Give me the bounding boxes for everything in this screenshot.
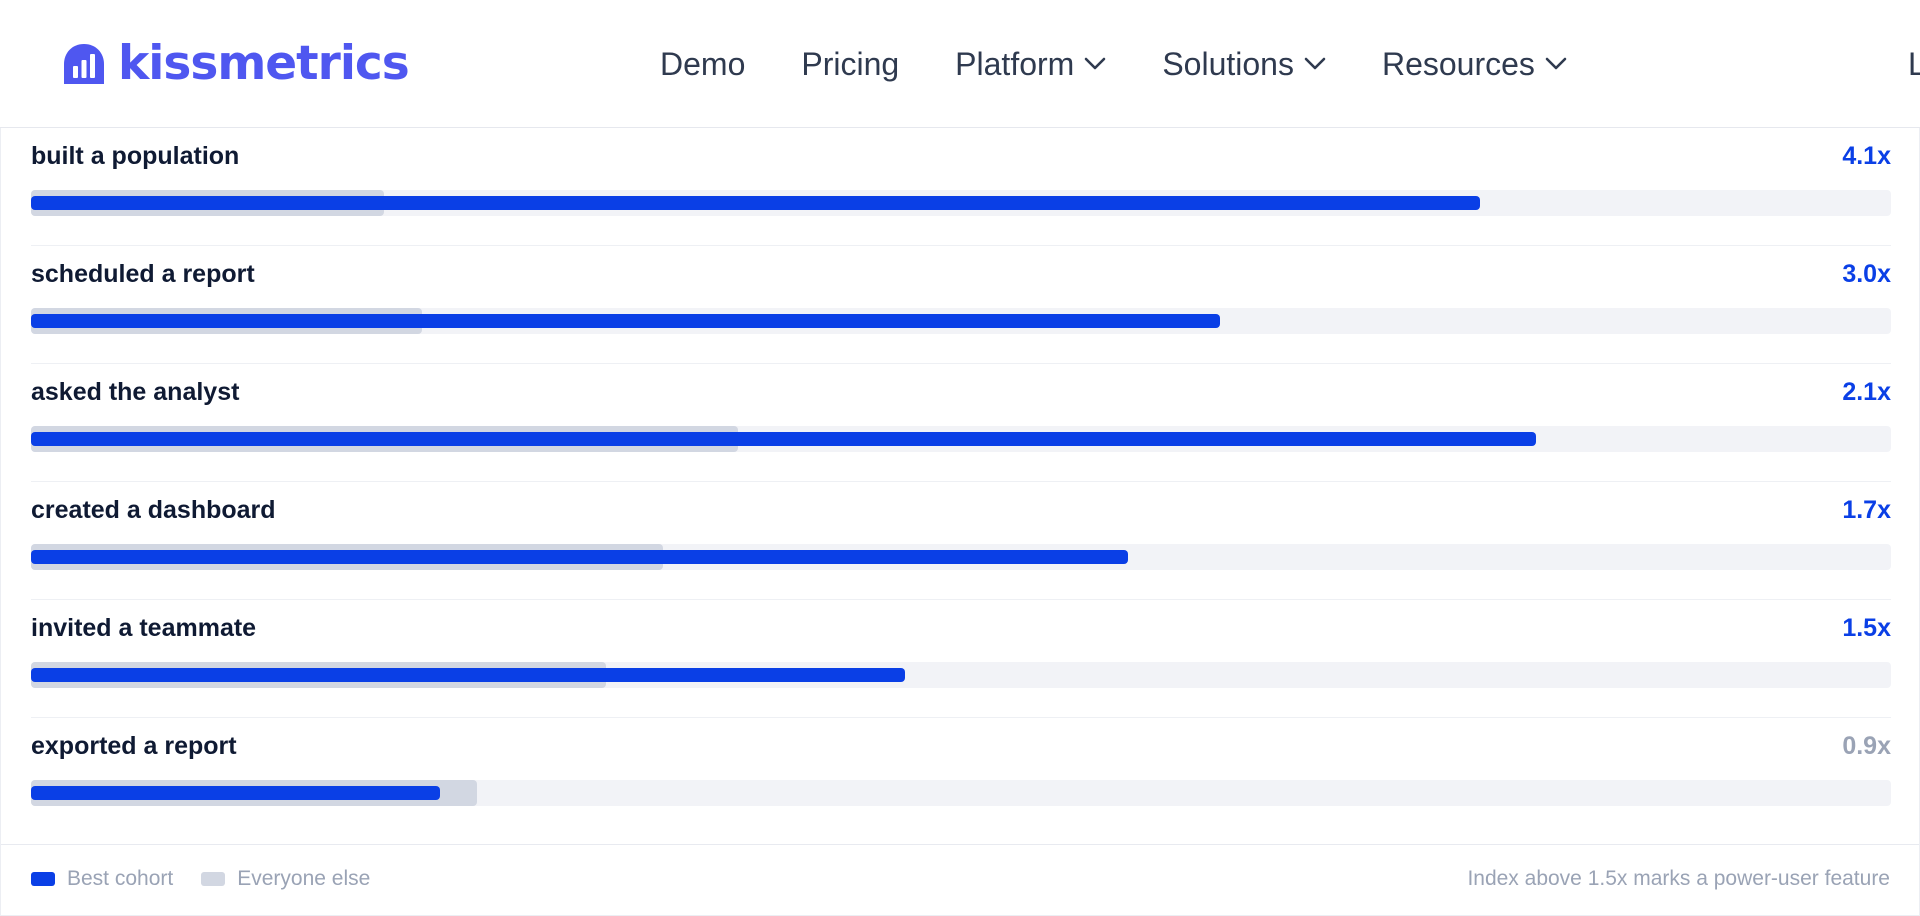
best-cohort-bar — [31, 314, 1220, 328]
feature-index-value: 1.5x — [1842, 614, 1891, 642]
feature-index-value: 1.7x — [1842, 496, 1891, 524]
feature-label: built a population — [31, 142, 240, 170]
card-footer: Best cohort Everyone else Index above 1.… — [1, 844, 1919, 914]
feature-label: asked the analyst — [31, 378, 240, 406]
legend-best-label: Best cohort — [67, 867, 174, 890]
nav-demo[interactable]: Demo — [660, 46, 745, 83]
legend: Best cohort Everyone else — [31, 867, 398, 891]
feature-index-value: 4.1x — [1842, 142, 1891, 170]
kissmetrics-logo[interactable]: kissmetrics — [62, 36, 410, 91]
site-header: kissmetrics Demo Pricing Platform Soluti… — [0, 0, 1920, 128]
legend-best-cohort: Best cohort — [31, 867, 173, 891]
logo-wordmark: kissmetrics — [118, 36, 410, 91]
feature-bar-track — [31, 544, 1891, 570]
best-cohort-bar — [31, 432, 1536, 446]
feature-bar-track — [31, 426, 1891, 452]
feature-row: exported a report 0.9x — [31, 718, 1891, 836]
feature-index-card: built a population 4.1x scheduled a report… — [0, 128, 1920, 916]
feature-row: scheduled a report 3.0x — [31, 246, 1891, 364]
nav-demo-label: Demo — [660, 45, 746, 82]
feature-bar-track — [31, 308, 1891, 334]
nav-pricing[interactable]: Pricing — [801, 46, 899, 83]
best-cohort-bar — [31, 668, 905, 682]
chevron-down-icon — [1085, 57, 1106, 70]
legend-best-swatch — [31, 872, 55, 886]
nav-solutions-label: Solutions — [1162, 45, 1294, 82]
nav-solutions[interactable]: Solutions — [1162, 46, 1326, 83]
feature-row: built a population 4.1x — [31, 128, 1891, 246]
best-cohort-bar — [31, 196, 1480, 210]
feature-bar-track — [31, 190, 1891, 216]
feature-index-value: 2.1x — [1842, 378, 1891, 406]
feature-bar-track — [31, 780, 1891, 806]
nav-platform-label: Platform — [955, 45, 1075, 82]
nav-resources[interactable]: Resources — [1382, 46, 1567, 83]
legend-else-label: Everyone else — [237, 867, 371, 890]
power-user-note: Index above 1.5x marks a power-user feat… — [1467, 867, 1890, 890]
bar-chart-logo-icon — [64, 44, 104, 84]
feature-row: asked the analyst 2.1x — [31, 364, 1891, 482]
chevron-down-icon — [1304, 57, 1326, 70]
best-cohort-bar — [31, 550, 1128, 564]
feature-index-value: 3.0x — [1842, 260, 1891, 288]
nav-pricing-label: Pricing — [801, 45, 900, 82]
feature-label: scheduled a report — [31, 260, 255, 288]
nav-platform[interactable]: Platform — [955, 46, 1106, 83]
feature-rows: built a population 4.1x scheduled a report… — [31, 128, 1891, 836]
feature-label: created a dashboard — [31, 496, 276, 524]
best-cohort-bar — [31, 786, 440, 800]
nav-cut-off-item[interactable]: L — [1908, 46, 1920, 82]
legend-everyone-else: Everyone else — [201, 867, 370, 891]
feature-label: invited a teammate — [31, 614, 257, 642]
nav-resources-label: Resources — [1381, 45, 1535, 82]
main-nav: Demo Pricing Platform Solutions Resource… — [660, 40, 1623, 88]
chevron-down-icon — [1545, 57, 1567, 70]
feature-row: invited a teammate 1.5x — [31, 600, 1891, 718]
legend-else-swatch — [201, 872, 226, 886]
feature-bar-track — [31, 662, 1891, 688]
feature-row: created a dashboard 1.7x — [31, 482, 1891, 600]
feature-label: exported a report — [31, 732, 237, 760]
feature-index-value: 0.9x — [1842, 732, 1891, 760]
